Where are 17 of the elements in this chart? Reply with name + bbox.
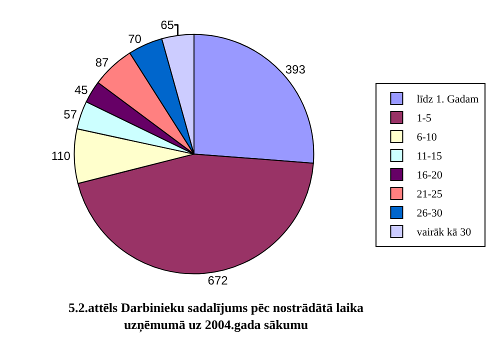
data-label: 110: [51, 149, 71, 164]
data-label: 65: [160, 18, 174, 32]
data-label: 672: [208, 273, 228, 288]
data-label: 45: [74, 83, 88, 98]
text: 5.2.attēls Darbinieku sadalījums pēc nostrādātā laika uzņēmumā uz 2004.gada sākumu: [68, 300, 364, 333]
legend-label: 21-25: [416, 188, 443, 201]
legend-label: 26-30: [416, 208, 443, 220]
data-label: 70: [128, 32, 142, 46]
legend-label: vairāk kā 30: [416, 226, 472, 239]
legend-label: 16-20: [416, 170, 443, 182]
legend-label: līdz 1. Gadam: [416, 94, 480, 106]
data-label: 57: [64, 107, 78, 122]
legend-label: 6-10: [416, 132, 438, 144]
data-label: 87: [95, 56, 110, 70]
data-label: 393: [285, 62, 306, 76]
legend-label: 1-5: [416, 112, 432, 125]
legend-label: 11-15: [416, 150, 442, 163]
